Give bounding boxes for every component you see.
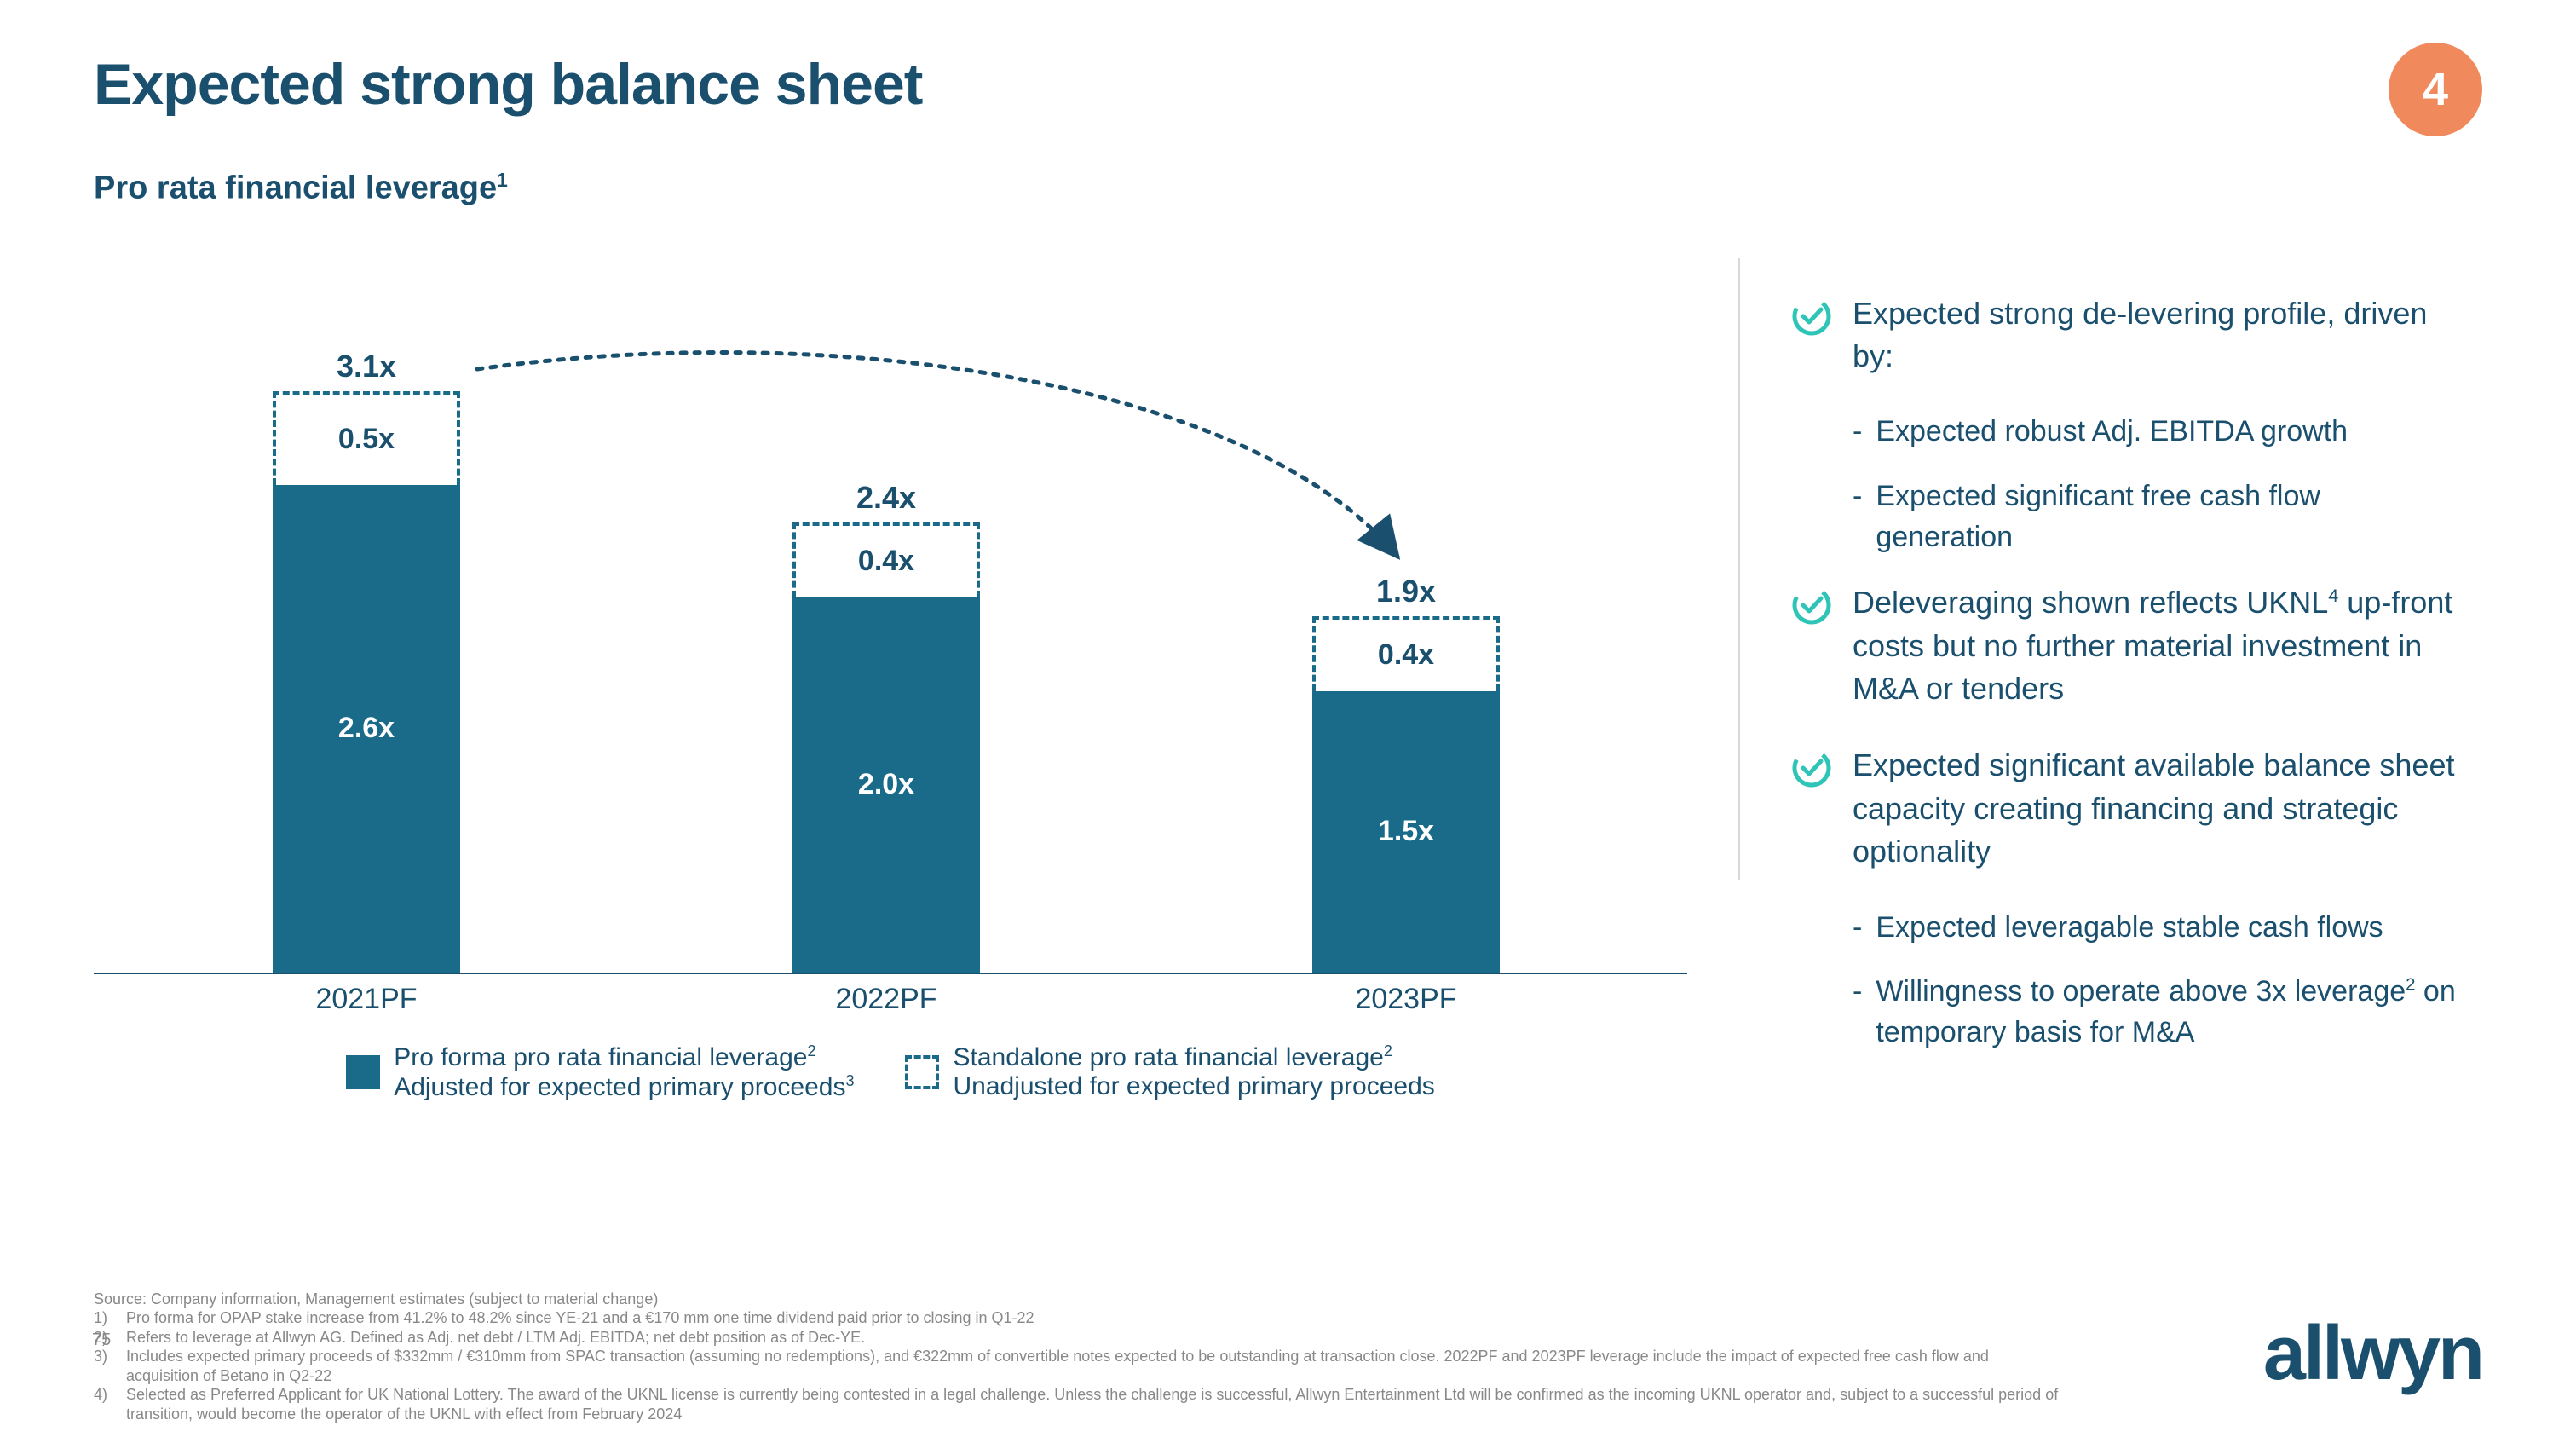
legend-item: Standalone pro rata financial leverage2U… — [905, 1042, 1434, 1102]
x-axis-label: 2023PF — [1312, 983, 1500, 1016]
bar-segment-label: 0.4x — [858, 545, 914, 578]
logo: allwyn — [2263, 1310, 2482, 1398]
bullet-item: Deleveraging shown reflects UKNL4 up-fro… — [1791, 581, 2465, 710]
page-title: Expected strong balance sheet — [94, 51, 2482, 118]
sub-bullet-item: -Expected robust Adj. EBITDA growth — [1853, 412, 2465, 453]
sub-bullet-item: -Expected significant free cash flow gen… — [1853, 476, 2465, 557]
footnote-text: Selected as Preferred Applicant for UK N… — [126, 1385, 2065, 1423]
footnote-item: 4)Selected as Preferred Applicant for UK… — [94, 1385, 2065, 1423]
bar-group: 3.1x0.5x2.6x — [273, 391, 460, 973]
footnotes: Source: Company information, Management … — [94, 1290, 2065, 1424]
footnote-number: 3) — [94, 1347, 118, 1385]
bar-segment-dashed: 0.4x — [1312, 616, 1500, 691]
footnote-item: 1) Pro forma for OPAP stake increase from… — [94, 1308, 2065, 1328]
footnote-number: 4) — [94, 1385, 118, 1423]
x-axis-labels: 2021PF 2022PF 2023PF — [94, 983, 1687, 1025]
legend-item: Pro forma pro rata financial leverage2Ad… — [346, 1042, 854, 1102]
legend-text: Standalone pro rata financial leverage2U… — [953, 1042, 1434, 1101]
slide: Expected strong balance sheet 4 Pro rata… — [0, 0, 2576, 1449]
sub-bullet-text: Expected robust Adj. EBITDA growth — [1876, 412, 2348, 453]
bar-group: 2.4x0.4x2.0x — [792, 522, 980, 973]
dash-icon: - — [1853, 412, 1862, 453]
bar-segment-label: 1.5x — [1378, 815, 1434, 848]
x-axis — [94, 973, 1687, 974]
check-icon — [1791, 585, 1832, 626]
bar-chart: 3.1x 0.5x 2.6x 2.4x 0.4x 2.0x 1.9x 0.4x 1.5x — [94, 241, 1687, 974]
vertical-divider — [1738, 258, 1740, 880]
footnote-item: 3)Includes expected primary proceeds of … — [94, 1347, 2065, 1385]
bar-segment-label: 0.4x — [1378, 638, 1434, 672]
x-axis-label: 2021PF — [273, 983, 460, 1016]
sub-bullet-text: Expected leveragable stable cash flows — [1876, 908, 2383, 949]
chart-subtitle: Pro rata financial leverage1 — [94, 169, 2482, 207]
check-icon — [1791, 296, 1832, 337]
legend-text: Pro forma pro rata financial leverage2Ad… — [394, 1042, 854, 1102]
bar-segment-solid: 1.5x — [1312, 691, 1500, 973]
footnote-number: 1) — [94, 1308, 118, 1328]
bar-total-label: 2.4x — [792, 480, 980, 516]
chart-legend: Pro forma pro rata financial leverage2Ad… — [94, 1042, 1687, 1102]
bar-segment-label: 2.0x — [858, 768, 914, 801]
footnote-text: Includes expected primary proceeds of $3… — [126, 1347, 2065, 1385]
bar-segment-solid: 2.0x — [792, 597, 980, 973]
dash-icon: - — [1853, 908, 1862, 949]
footnote-item: 2) Refers to leverage at Allwyn AG. Defin… — [94, 1328, 2065, 1348]
legend-swatch — [346, 1055, 380, 1089]
sub-bullet-text: Willingness to operate above 3x leverage… — [1876, 972, 2465, 1053]
x-axis-label: 2022PF — [792, 983, 980, 1016]
bar-segment-dashed: 0.5x — [273, 391, 460, 485]
bar-segment-solid: 2.6x — [273, 485, 460, 973]
footnote-text: Pro forma for OPAP stake increase from 4… — [126, 1308, 1034, 1328]
chart-column: 3.1x 0.5x 2.6x 2.4x 0.4x 2.0x 1.9x 0.4x 1.5x 202… — [94, 241, 1687, 1102]
bullets-column: Expected strong de-levering profile, dri… — [1791, 241, 2482, 1102]
bar-total-label: 1.9x — [1312, 574, 1500, 609]
content-row: 3.1x 0.5x 2.6x 2.4x 0.4x 2.0x 1.9x 0.4x 1.5x 202… — [94, 241, 2482, 1102]
bar-segment-label: 0.5x — [338, 423, 395, 456]
footnote-text: Refers to leverage at Allwyn AG. Defined… — [126, 1328, 865, 1348]
bar-segment-dashed: 0.4x — [792, 522, 980, 597]
sub-bullet-item: -Expected leveragable stable cash flows — [1853, 908, 2465, 949]
dash-icon: - — [1853, 972, 1862, 1053]
sub-bullet-item: -Willingness to operate above 3x leverag… — [1853, 972, 2465, 1053]
bullet-text: Deleveraging shown reflects UKNL4 up-fro… — [1853, 581, 2465, 710]
check-icon — [1791, 748, 1832, 788]
bullet-item: Expected strong de-levering profile, dri… — [1791, 292, 2465, 378]
footnote-number: 2) — [94, 1328, 118, 1348]
footnote-source: Source: Company information, Management … — [94, 1290, 2065, 1309]
dash-icon: - — [1853, 476, 1862, 557]
sub-bullet-text: Expected significant free cash flow gene… — [1876, 476, 2465, 557]
bullet-item: Expected significant available balance s… — [1791, 744, 2465, 873]
bar-total-label: 3.1x — [273, 349, 460, 384]
bullet-text: Expected significant available balance s… — [1853, 744, 2465, 873]
bullet-text: Expected strong de-levering profile, dri… — [1853, 292, 2465, 378]
section-badge: 4 — [2389, 43, 2482, 136]
bar-segment-label: 2.6x — [338, 712, 395, 745]
legend-swatch — [905, 1055, 939, 1089]
bar-group: 1.9x0.4x1.5x — [1312, 616, 1500, 973]
